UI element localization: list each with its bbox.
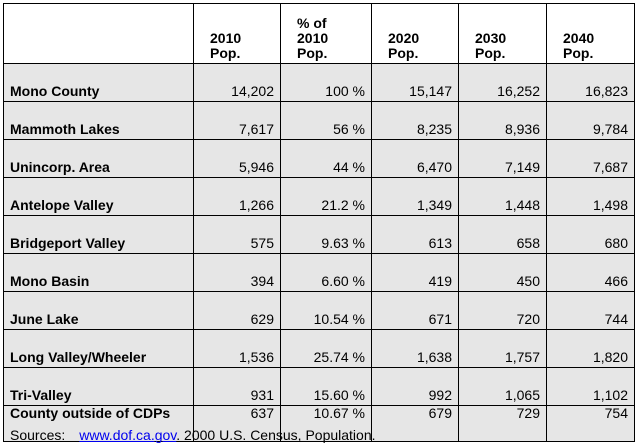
value-cell: 1,820 xyxy=(546,329,635,368)
value-cell: 25.74 % xyxy=(280,329,372,368)
value-cell: 56 % xyxy=(280,101,372,140)
row-label-cell: Mono Basin xyxy=(3,253,194,292)
value-cell: 1,266 xyxy=(193,177,281,216)
row-label-cell: Long Valley/Wheeler xyxy=(3,329,194,368)
population-table: 2010 Pop. % of 2010 Pop. 2020 Pop. 2030 … xyxy=(3,3,635,442)
row-label-cell: Mono County xyxy=(3,63,194,102)
value-cell: 16,823 xyxy=(546,63,635,102)
value-cell: 10.54 % xyxy=(280,291,372,330)
value-cell: 6,470 xyxy=(371,139,459,178)
value-cell: 1,757 xyxy=(458,329,547,368)
value-cell: 729 xyxy=(458,405,547,442)
value-cell: 679 xyxy=(371,405,459,442)
value-cell: 1,498 xyxy=(546,177,635,216)
value-cell: 9.63 % xyxy=(280,215,372,254)
row-label-cell: Tri-Valley xyxy=(3,367,194,406)
value-cell: 7,617 xyxy=(193,101,281,140)
value-cell: 44 % xyxy=(280,139,372,178)
value-cell: 394 xyxy=(193,253,281,292)
value-cell: 7,149 xyxy=(458,139,547,178)
value-cell: 419 xyxy=(371,253,459,292)
table-row: Mono Basin 394 6.60 % 419 450 466 xyxy=(3,253,635,292)
value-cell: 1,102 xyxy=(546,367,635,406)
table-row: Long Valley/Wheeler 1,536 25.74 % 1,638 1,75… xyxy=(3,329,635,368)
table-body: Mono County 14,202 100 % 15,147 16,252 16,823… xyxy=(3,63,635,442)
source-description: . 2000 U.S. Census, Population. xyxy=(176,427,376,443)
value-cell: 6.60 % xyxy=(280,253,372,292)
table-row: June Lake 629 10.54 % 671 720 744 xyxy=(3,291,635,330)
value-cell: 671 xyxy=(371,291,459,330)
value-cell: 575 xyxy=(193,215,281,254)
value-cell: 8,235 xyxy=(371,101,459,140)
table-row: Unincorp. Area 5,946 44 % 6,470 7,149 7,687 xyxy=(3,139,635,178)
value-cell: 992 xyxy=(371,367,459,406)
table-row: Bridgeport Valley 575 9.63 % 613 658 680 xyxy=(3,215,635,254)
header-cell-blank xyxy=(3,3,194,64)
value-cell: 613 xyxy=(371,215,459,254)
value-cell: 1,065 xyxy=(458,367,547,406)
header-cell-2010-pop: 2010 Pop. xyxy=(193,3,281,64)
value-cell: 450 xyxy=(458,253,547,292)
source-note: Sources: www.dof.ca.gov. 2000 U.S. Census… xyxy=(10,427,376,443)
value-cell: 754 xyxy=(546,405,635,442)
value-cell: 1,448 xyxy=(458,177,547,216)
table-row: Tri-Valley 931 15.60 % 992 1,065 1,102 xyxy=(3,367,635,406)
table-row: Antelope Valley 1,266 21.2 % 1,349 1,448 1,49… xyxy=(3,177,635,216)
value-cell: 720 xyxy=(458,291,547,330)
table-header-row: 2010 Pop. % of 2010 Pop. 2020 Pop. 2030 … xyxy=(3,3,635,64)
table-row: County outside of CDPs 637 10.67 % 679 729 75… xyxy=(3,405,635,442)
source-label: Sources: xyxy=(10,427,66,443)
value-cell: 466 xyxy=(546,253,635,292)
value-cell: 658 xyxy=(458,215,547,254)
value-cell: 1,638 xyxy=(371,329,459,368)
value-cell: 5,946 xyxy=(193,139,281,178)
value-cell: 14,202 xyxy=(193,63,281,102)
row-label-cell: Unincorp. Area xyxy=(3,139,194,178)
header-cell-2030-pop: 2030 Pop. xyxy=(458,3,547,64)
value-cell: 1,536 xyxy=(193,329,281,368)
value-cell: 7,687 xyxy=(546,139,635,178)
source-link[interactable]: www.dof.ca.gov xyxy=(79,427,177,443)
row-label-cell: Mammoth Lakes xyxy=(3,101,194,140)
value-cell: 15.60 % xyxy=(280,367,372,406)
row-label-cell: Antelope Valley xyxy=(3,177,194,216)
table-row: Mono County 14,202 100 % 15,147 16,252 16,823 xyxy=(3,63,635,102)
header-cell-2020-pop: 2020 Pop. xyxy=(371,3,459,64)
row-label-cell: Bridgeport Valley xyxy=(3,215,194,254)
row-label-cell: County outside of CDPs xyxy=(3,405,194,442)
header-cell-2040-pop: 2040 Pop. xyxy=(546,3,635,64)
value-cell: 15,147 xyxy=(371,63,459,102)
value-cell: 100 % xyxy=(280,63,372,102)
value-cell: 931 xyxy=(193,367,281,406)
value-cell: 680 xyxy=(546,215,635,254)
value-cell: 16,252 xyxy=(458,63,547,102)
value-cell: 8,936 xyxy=(458,101,547,140)
value-cell: 629 xyxy=(193,291,281,330)
row-label-cell: June Lake xyxy=(3,291,194,330)
value-cell: 9,784 xyxy=(546,101,635,140)
value-cell: 744 xyxy=(546,291,635,330)
value-cell: 1,349 xyxy=(371,177,459,216)
value-cell: 10.67 % xyxy=(280,405,372,442)
header-cell-pct-2010-pop: % of 2010 Pop. xyxy=(280,3,372,64)
table-row: Mammoth Lakes 7,617 56 % 8,235 8,936 9,784 xyxy=(3,101,635,140)
value-cell: 21.2 % xyxy=(280,177,372,216)
